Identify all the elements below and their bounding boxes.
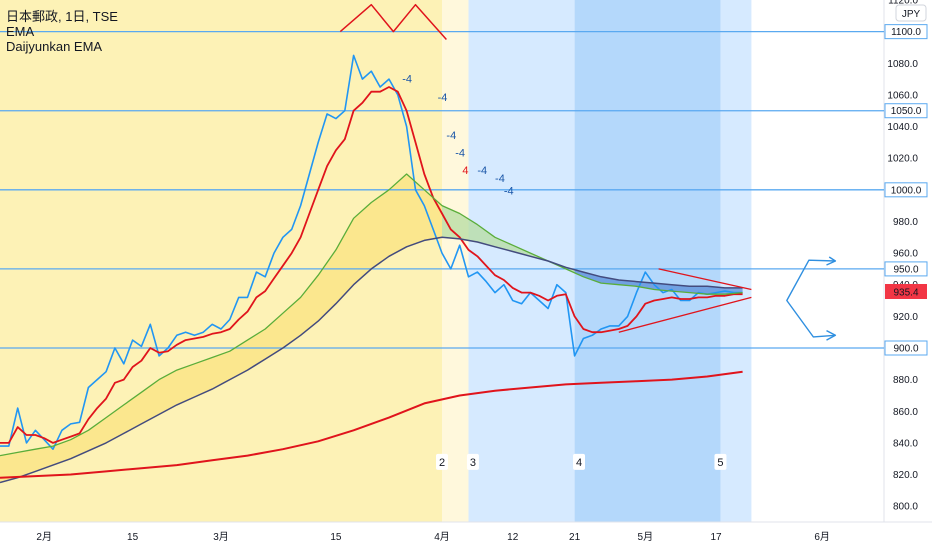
y-tick-label: 1020.0: [887, 154, 918, 165]
zone-label-box: [436, 453, 448, 470]
annotation-label: -4: [455, 148, 465, 160]
x-tick-label: 21: [569, 532, 581, 543]
legend-ema[interactable]: EMA: [6, 24, 35, 39]
level-label-box: [884, 24, 928, 40]
x-tick-label: 17: [710, 532, 722, 543]
zone-label: 2: [439, 457, 445, 469]
level-label: 1000.0: [891, 185, 922, 196]
y-tick-label: 920.0: [893, 312, 918, 323]
level-label: 950.0: [893, 264, 918, 275]
legend-symbol[interactable]: 日本郵政, 1日, TSE: [6, 9, 118, 24]
price-line: [0, 54, 743, 450]
x-tick-label: 3月: [213, 531, 229, 543]
zone-label-box: [714, 453, 727, 470]
y-tick-label: 1080.0: [887, 59, 918, 70]
annotation-label: -4: [446, 130, 456, 142]
level-label-box: [884, 340, 928, 356]
y-tick-label: 840.0: [893, 438, 918, 449]
y-tick-label: 880.0: [893, 375, 918, 386]
level-label: 1050.0: [891, 106, 922, 117]
y-tick-label: 960.0: [893, 249, 918, 260]
x-tick-label: 5月: [638, 531, 654, 543]
annotation-label: -4: [495, 173, 505, 185]
zone-label: 3: [470, 457, 476, 469]
x-tick-label: 15: [127, 532, 139, 543]
fast-ema-line: [0, 86, 743, 444]
legend-daijyunkan-ema[interactable]: Daijyunkan EMA: [6, 39, 103, 54]
wedge-lower-line: [618, 296, 752, 333]
level-label: 900.0: [893, 344, 918, 355]
currency-label: JPY: [902, 9, 921, 20]
y-tick-label: 1040.0: [887, 122, 918, 133]
y-tick-label: 1120.0: [888, 0, 918, 7]
annotation-label: -4: [438, 92, 448, 104]
projection-arrows: [786, 259, 836, 338]
background-zone-4: [574, 0, 721, 522]
level-label-box: [884, 261, 928, 277]
background-zone-5: [720, 0, 752, 522]
background-zone-3: [468, 0, 575, 522]
projection-arrow-down-head: [826, 329, 837, 341]
projection-arrow-up-head: [826, 256, 837, 266]
x-tick-label: 4月: [434, 531, 450, 543]
x-tick-label: 15: [330, 532, 342, 543]
x-tick-label: 2月: [36, 531, 52, 543]
wedge-upper-line: [658, 268, 752, 291]
x-tick-label: 12: [507, 532, 519, 543]
current-price-label: 935.4: [893, 288, 918, 299]
slow-ema-line: [0, 236, 743, 484]
long-ema-line: [0, 370, 743, 479]
level-label-box: [884, 182, 928, 198]
chart-legend: 日本郵政, 1日, TSE EMA Daijyunkan EMA: [6, 9, 118, 54]
annotation-label: -4: [504, 186, 514, 198]
zone-label-box: [573, 453, 586, 470]
zone-label-box: [466, 453, 479, 470]
current-price-badge: [885, 284, 927, 300]
y-tick-label: 980.0: [893, 217, 918, 228]
ema-fill-yellow: [0, 174, 442, 483]
double-top-zigzag: [339, 3, 447, 40]
y-tick-label: 800.0: [893, 502, 918, 513]
annotation-label: 4: [462, 165, 468, 177]
y-tick-label: 860.0: [893, 407, 918, 418]
annotation-label: -4: [402, 73, 412, 85]
ema-fill-blue: [574, 269, 743, 295]
y-tick-label: 820.0: [893, 470, 918, 481]
y-tick-label: 1060.0: [887, 90, 918, 101]
mid-ema-line: [0, 173, 743, 457]
zone-label: 5: [717, 457, 723, 469]
annotation-label: -4: [477, 165, 487, 177]
level-label-box: [884, 103, 928, 119]
currency-badge: [895, 4, 927, 22]
x-tick-label: 6月: [814, 531, 830, 543]
zone-label: 4: [576, 457, 582, 469]
level-label: 1100.0: [891, 27, 921, 38]
